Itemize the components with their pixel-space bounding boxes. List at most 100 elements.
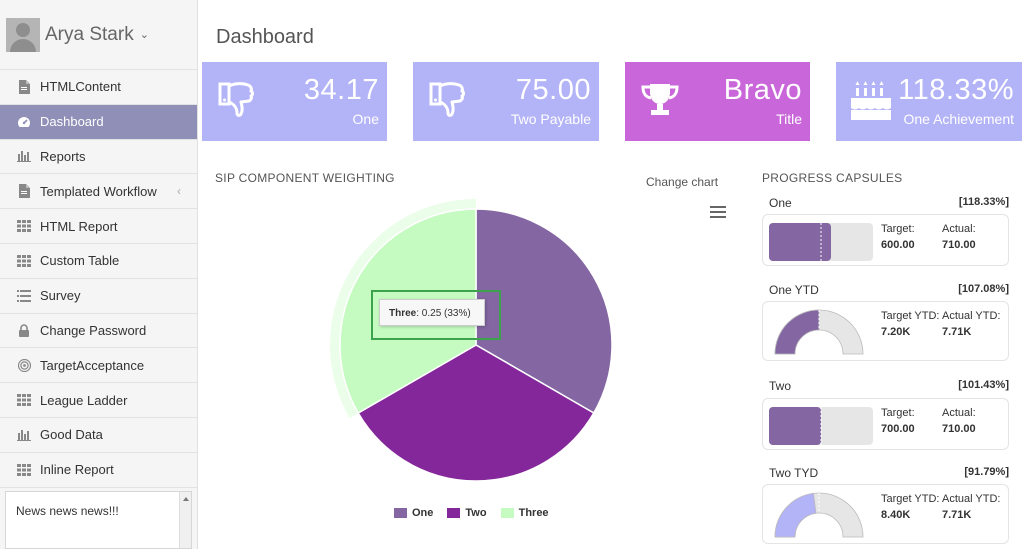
- trophy-icon: [637, 78, 683, 124]
- legend-swatch: [394, 508, 407, 518]
- sidebar-item-label: Reports: [40, 148, 86, 164]
- capsule-target-label: Target YTD:: [881, 310, 940, 322]
- capsule-name: One: [769, 196, 792, 210]
- sidebar-menu: HTMLContent Dashboard Reports Templated Wor…: [0, 70, 197, 488]
- lock-icon: [16, 323, 32, 337]
- news-text: News news news!!!: [16, 504, 119, 518]
- sidebar: Arya Stark ⌄ HTMLContent Dashboard Reports…: [0, 0, 198, 549]
- sidebar-item-htmlcontent[interactable]: HTMLContent: [0, 70, 197, 105]
- sidebar-item-targetacceptance[interactable]: TargetAcceptance: [0, 348, 197, 384]
- change-chart-link[interactable]: Change chart: [646, 175, 719, 189]
- chevron-left-icon: ‹: [177, 184, 181, 199]
- grid-icon: [16, 463, 32, 477]
- capsule-percent: [118.33%]: [958, 196, 1009, 208]
- sidebar-item-league-ladder[interactable]: League Ladder: [0, 383, 197, 418]
- pie-slice-two[interactable]: [357, 344, 595, 482]
- kpi-label: One: [352, 111, 379, 127]
- tooltip-label: Three: [389, 308, 417, 319]
- capsule-actual-value: 7.71K: [942, 509, 972, 521]
- capsule-gauge: [774, 309, 864, 355]
- capsule-name: Two: [769, 379, 792, 393]
- capsule-name: One YTD: [769, 283, 819, 297]
- target-icon: [16, 358, 32, 372]
- legend-swatch: [500, 508, 514, 518]
- capsule-actual-value: 710.00: [942, 239, 976, 251]
- grid-icon: [16, 219, 32, 233]
- sidebar-item-label: Inline Report: [40, 462, 114, 478]
- chevron-down-icon: ⌄: [139, 29, 149, 41]
- capsule-actual-label: Actual YTD:: [942, 310, 1001, 322]
- capsule-target-label: Target YTD:: [881, 493, 940, 505]
- capsule-box: Target YTD: 8.40K Actual YTD: 7.71K: [762, 484, 1009, 544]
- capsule-percent: [107.08%]: [958, 283, 1009, 295]
- kpi-tile[interactable]: 118.33% One Achievement: [836, 62, 1022, 141]
- kpi-label: Title: [776, 111, 802, 127]
- hamburger-menu-icon[interactable]: [710, 206, 726, 218]
- capsule-header: Two [101.43%]: [769, 379, 1009, 393]
- pie-slice-one[interactable]: [475, 208, 613, 415]
- capsule-box: Target: 600.00 Actual: 710.00: [762, 214, 1009, 266]
- capsule-bar-fill: [769, 223, 831, 261]
- sidebar-item-custom-table[interactable]: Custom Table: [0, 244, 197, 279]
- avatar: [6, 17, 40, 52]
- pie-chart: [330, 199, 613, 482]
- chart-tooltip: Three: 0.25 (33%): [379, 299, 485, 326]
- sip-title: SIP COMPONENT WEIGHTING: [215, 171, 395, 185]
- sidebar-item-html-report[interactable]: HTML Report: [0, 209, 197, 244]
- sidebar-item-reports[interactable]: Reports: [0, 140, 197, 175]
- capsules-title: PROGRESS CAPSULES: [762, 171, 903, 185]
- dashboard-icon: [16, 115, 32, 129]
- sidebar-item-change-password[interactable]: Change Password: [0, 314, 197, 349]
- capsule-target-value: 600.00: [881, 239, 915, 251]
- capsule-header: One YTD [107.08%]: [769, 283, 1009, 297]
- sidebar-item-dashboard[interactable]: Dashboard: [0, 104, 197, 140]
- capsule-target-value: 7.20K: [881, 326, 911, 338]
- scrollbar[interactable]: [179, 492, 191, 548]
- news-box[interactable]: News news news!!!: [5, 491, 192, 549]
- sidebar-item-survey[interactable]: Survey: [0, 279, 197, 314]
- gauge-fill: [774, 492, 817, 538]
- tooltip-value: : 0.25 (33%): [416, 308, 471, 319]
- capsule-percent: [101.43%]: [958, 379, 1009, 391]
- legend-swatch: [447, 508, 461, 518]
- kpi-tile[interactable]: 75.00 Two Payable: [413, 62, 599, 141]
- legend-item-three[interactable]: Three: [500, 507, 549, 519]
- birthday-cake-icon: [848, 78, 894, 124]
- legend-label: Two: [465, 507, 487, 519]
- list-icon: [16, 289, 32, 303]
- sidebar-item-label: Templated Workflow: [40, 183, 157, 199]
- thumbs-down-icon: [425, 78, 471, 124]
- sidebar-item-label: Good Data: [40, 427, 103, 443]
- sidebar-item-inline-report[interactable]: Inline Report: [0, 453, 197, 488]
- user-name: Arya Stark: [45, 23, 134, 45]
- sidebar-item-good-data[interactable]: Good Data: [0, 418, 197, 453]
- capsule-actual-label: Actual:: [942, 223, 976, 235]
- tooltip-highlight: [371, 290, 501, 340]
- capsule-actual-value: 710.00: [942, 423, 976, 435]
- legend-item-one[interactable]: One: [394, 507, 433, 519]
- file-icon: [16, 79, 32, 94]
- legend-item-two[interactable]: Two: [447, 507, 487, 519]
- kpi-tile[interactable]: 34.17 One: [202, 62, 387, 141]
- kpi-label: One Achievement: [903, 111, 1014, 127]
- sidebar-item-label: Survey: [40, 288, 81, 304]
- sidebar-item-label: League Ladder: [40, 392, 128, 408]
- kpi-label: Two Payable: [510, 111, 591, 127]
- sidebar-item-label: HTMLContent: [40, 79, 121, 95]
- sidebar-item-label: HTML Report: [40, 218, 118, 234]
- sidebar-item-label: Change Password: [40, 322, 147, 338]
- user-menu[interactable]: Arya Stark ⌄: [0, 0, 197, 70]
- kpi-value: 118.33%: [898, 74, 1014, 106]
- capsule-bar-fill: [769, 407, 821, 445]
- sidebar-item-templated-workflow[interactable]: Templated Workflow ‹: [0, 174, 197, 210]
- bar-chart-icon: [16, 428, 32, 442]
- kpi-value: Bravo: [723, 74, 802, 106]
- kpi-tile[interactable]: Bravo Title: [625, 62, 810, 141]
- capsule-target-label: Target:: [881, 407, 915, 419]
- capsule-target-label: Target:: [881, 223, 915, 235]
- capsule-header: Two TYD [91.79%]: [769, 466, 1009, 480]
- capsule-target-value: 8.40K: [881, 509, 911, 521]
- legend-label: One: [412, 507, 434, 519]
- capsule-header: One [118.33%]: [769, 196, 1009, 210]
- capsule-target-value: 700.00: [881, 423, 915, 435]
